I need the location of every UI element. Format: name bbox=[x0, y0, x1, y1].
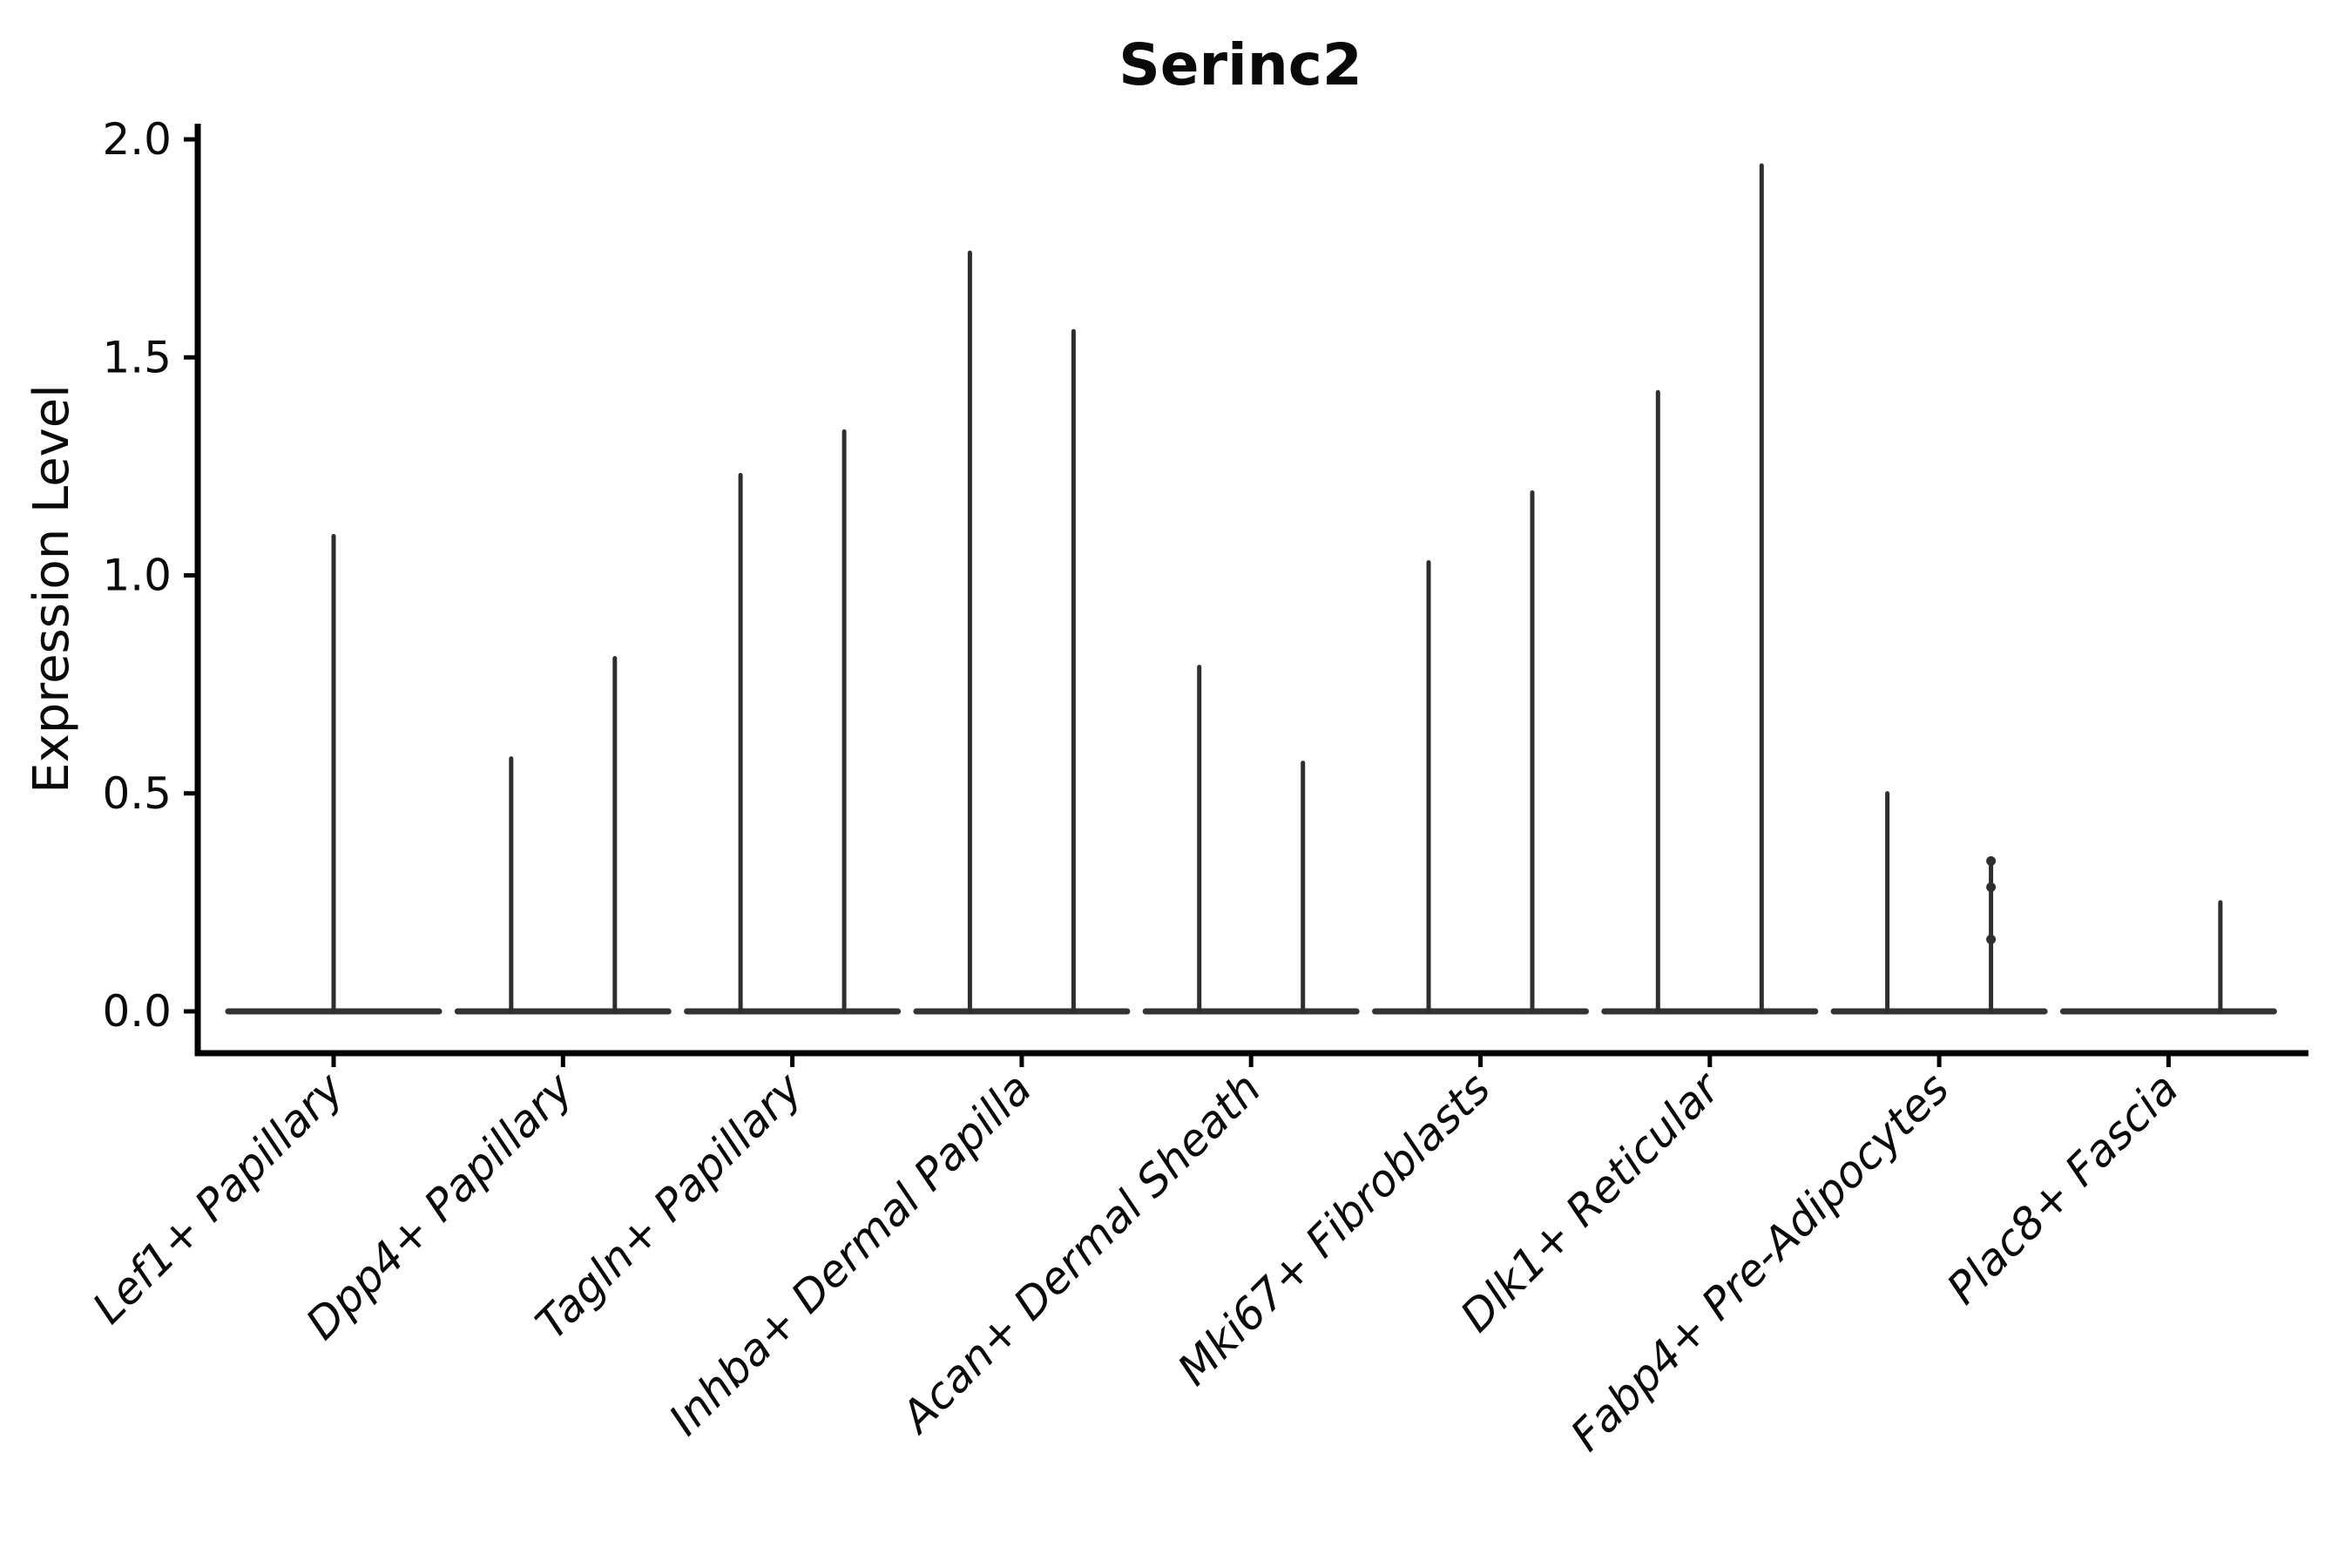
y-tick-label: 1.5 bbox=[102, 332, 172, 382]
jitter-point bbox=[1986, 934, 1997, 944]
x-tick-label: Inhba+ Dermal Papilla bbox=[659, 1063, 1041, 1444]
x-tick-label: Lef1+ Papillary bbox=[83, 1062, 354, 1333]
y-tick-label: 2.0 bbox=[102, 114, 172, 165]
jitter-point bbox=[1986, 855, 1997, 866]
y-axis-ticks: 0.0 0.5 1.0 1.5 2.0 bbox=[102, 114, 198, 1037]
y-tick-label: 1.0 bbox=[102, 551, 172, 601]
x-tick-label: Acan+ Dermal Sheath bbox=[890, 1063, 1271, 1443]
x-tick-label: Plac8+ Fascia bbox=[1937, 1063, 2188, 1314]
jitter-point bbox=[1986, 882, 1997, 892]
x-axis-ticks bbox=[331, 1053, 2171, 1067]
x-tick-label: Fabp4+ Pre-Adipocytes bbox=[1561, 1063, 1959, 1461]
y-tick-label: 0.5 bbox=[102, 768, 172, 819]
y-tick-label: 0.0 bbox=[102, 986, 172, 1037]
y-axis-label: Expression Level bbox=[24, 384, 80, 794]
axis-spines bbox=[194, 124, 2308, 1057]
chart-title: Serinc2 bbox=[1119, 31, 1362, 98]
violins bbox=[225, 163, 2277, 1015]
